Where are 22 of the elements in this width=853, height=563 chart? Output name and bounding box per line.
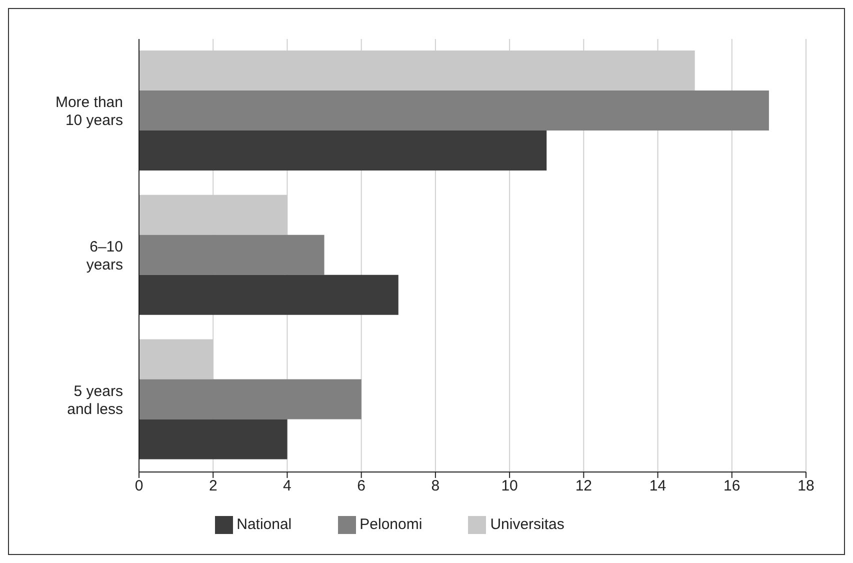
y-tick-label: 6–10 years bbox=[86, 238, 123, 274]
bar bbox=[139, 274, 398, 315]
legend-label: National bbox=[236, 516, 292, 533]
legend-label: Universitas bbox=[490, 516, 564, 533]
legend-label: Pelonomi bbox=[360, 516, 422, 533]
x-tick-label: 10 bbox=[501, 478, 518, 495]
bar bbox=[139, 379, 362, 420]
x-tick-label: 14 bbox=[649, 478, 666, 495]
y-tick-label: More than 10 years bbox=[55, 94, 123, 130]
x-tick-label: 12 bbox=[575, 478, 592, 495]
bar bbox=[139, 90, 769, 131]
y-tick-label: 5 years and less bbox=[67, 382, 123, 418]
x-tick-label: 4 bbox=[283, 478, 292, 495]
x-tick-label: 2 bbox=[208, 478, 218, 495]
bar bbox=[139, 234, 324, 275]
x-tick-label: 16 bbox=[724, 478, 740, 495]
x-tick-label: 8 bbox=[431, 478, 440, 495]
x-tick-label: 6 bbox=[357, 478, 366, 495]
x-tick-label: 18 bbox=[798, 478, 814, 495]
x-tick-label: 0 bbox=[134, 478, 144, 495]
bar bbox=[139, 419, 288, 460]
bar bbox=[139, 130, 547, 171]
